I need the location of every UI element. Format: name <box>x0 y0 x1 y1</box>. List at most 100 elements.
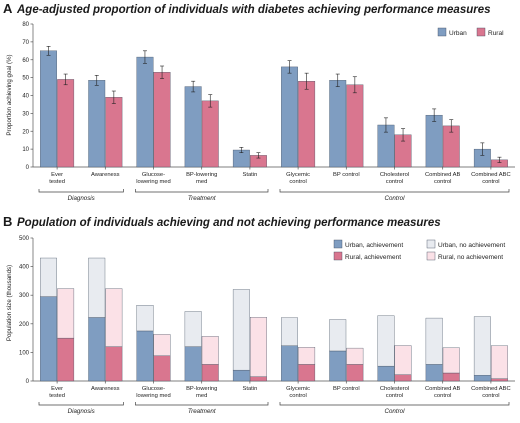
group-label-treatment: Treatment <box>188 408 216 415</box>
y-tick-label: 0 <box>26 165 30 171</box>
panel-a-letter: A <box>3 1 13 16</box>
group-label-diagnosis: Diagnosis <box>68 195 95 202</box>
group-label-control: Control <box>385 408 406 415</box>
panel-a: A Age-adjusted proportion of individuals… <box>3 1 515 202</box>
bracket-control <box>279 402 510 406</box>
group-label-treatment: Treatment <box>188 195 216 202</box>
bar-urban-no-achievement-bp-control <box>329 319 347 352</box>
legend-swatch-rural-achievement <box>333 251 343 261</box>
y-tick-label: 80 <box>22 22 29 28</box>
group-label-control: Control <box>385 195 406 202</box>
category-label-bp-lowering-med: BP-lowering med <box>186 386 217 399</box>
bar-urban-no-achievement-glucose-lowering-med <box>136 305 154 332</box>
bar-rural-bp-lowering-med <box>201 100 219 168</box>
category-label-bp-lowering-med: BP-lowering med <box>186 172 217 185</box>
category-label-glycemic-control: Glycemic control <box>286 386 310 399</box>
bar-urban-achievement-statin <box>232 369 250 382</box>
category-label-cholesterol-control: Cholesterol control <box>380 386 409 399</box>
bar-rural-no-achievement-combined-ab-control <box>442 347 460 374</box>
bar-urban-awareness <box>88 80 106 168</box>
bar-rural-no-achievement-bp-control <box>346 347 364 365</box>
bar-urban-no-achievement-bp-lowering-med <box>184 311 202 347</box>
bar-rural-achievement-cholesterol-control <box>394 374 412 382</box>
y-tick-label: 500 <box>19 236 30 242</box>
y-tick-label: 30 <box>22 111 29 117</box>
bar-urban-no-achievement-glycemic-control <box>281 317 298 346</box>
bracket-control <box>279 189 510 193</box>
panel-a-title: Age-adjusted proportion of individuals w… <box>16 4 491 16</box>
bar-urban-no-achievement-awareness <box>88 257 106 318</box>
bar-urban-ever-tested <box>40 50 57 168</box>
bar-rural-achievement-glycemic-control <box>298 364 316 382</box>
bar-urban-achievement-bp-control <box>329 350 347 382</box>
legend-label-rural: Rural <box>488 30 504 37</box>
panel-a-y-axis-label: Proportion achieving goal (%) <box>6 54 13 135</box>
bar-rural-achievement-combined-ab-control <box>442 372 460 382</box>
category-label-bp-control: BP control <box>333 386 360 392</box>
bar-urban-achievement-glucose-lowering-med <box>136 330 154 382</box>
category-label-glycemic-control: Glycemic control <box>286 172 310 185</box>
bar-rural-bp-control <box>346 84 364 168</box>
category-label-statin: Statin <box>242 386 257 392</box>
panel-b-category-labels: Ever tested Awareness Glucose-lowering med B… <box>49 381 511 399</box>
bar-rural-glycemic-control <box>298 81 316 168</box>
y-tick-label: 60 <box>22 58 29 64</box>
panel-b-letter: B <box>3 214 12 229</box>
category-label-ever-tested: Ever tested <box>49 172 65 185</box>
bar-urban-no-achievement-combined-abc-control <box>473 316 491 376</box>
bracket-diagnosis <box>38 402 124 406</box>
bar-urban-bp-control <box>329 80 347 168</box>
bar-rural-achievement-combined-abc-control <box>491 378 508 382</box>
panel-b-title: Population of individuals achieving and … <box>17 217 441 229</box>
bracket-treatment <box>135 189 269 193</box>
bar-urban-achievement-ever-tested <box>40 296 57 382</box>
bar-urban-achievement-glycemic-control <box>281 345 298 382</box>
legend-label-rural-achievement: Rural, achievement <box>345 254 401 261</box>
bar-urban-no-achievement-statin <box>232 289 250 371</box>
y-tick-label: 50 <box>22 76 29 82</box>
category-label-ever-tested: Ever tested <box>49 386 65 399</box>
bar-urban-bp-lowering-med <box>184 86 202 168</box>
panel-b-legend: Urban, achievement Urban, no achievement R… <box>333 239 505 261</box>
legend-label-urban-achievement: Urban, achievement <box>345 242 403 249</box>
bracket-diagnosis <box>38 189 124 193</box>
y-tick-label: 20 <box>22 129 29 135</box>
y-tick-label: 0 <box>26 379 30 385</box>
category-label-combined-abc-control: Combined ABC control <box>471 386 511 399</box>
bar-urban-combined-ab-control <box>425 114 443 168</box>
bar-urban-no-achievement-combined-ab-control <box>425 317 443 365</box>
bar-rural-glucose-lowering-med <box>153 72 171 168</box>
bar-urban-achievement-combined-ab-control <box>425 364 443 382</box>
category-label-awareness: Awareness <box>91 172 120 178</box>
category-label-combined-ab-control: Combined AB control <box>425 386 461 399</box>
y-tick-label: 400 <box>19 265 30 271</box>
category-label-glucose-lowering-med: Glucose-lowering med <box>136 386 170 399</box>
bar-rural-no-achievement-glucose-lowering-med <box>153 334 171 357</box>
panel-b-bars <box>40 257 508 382</box>
category-label-statin: Statin <box>242 172 257 178</box>
legend-label-rural-no-achievement: Rural, no achievement <box>438 254 503 261</box>
y-tick-label: 300 <box>19 293 30 299</box>
bar-urban-achievement-bp-lowering-med <box>184 346 202 382</box>
bar-urban-achievement-awareness <box>88 317 106 382</box>
panel-a-category-labels: Ever tested Awareness Glucose-lowering med B… <box>49 167 511 185</box>
bar-urban-no-achievement-cholesterol-control <box>377 315 395 367</box>
bar-rural-achievement-ever-tested <box>57 337 75 382</box>
legend-swatch-urban-no-achievement <box>426 239 436 249</box>
bar-rural-achievement-statin <box>250 376 267 382</box>
category-label-cholesterol-control: Cholesterol control <box>380 172 409 185</box>
group-label-diagnosis: Diagnosis <box>68 408 95 415</box>
legend-swatch-rural-no-achievement <box>426 251 436 261</box>
bracket-treatment <box>135 402 269 406</box>
panel-b-y-axis-label: Population size (thousands) <box>6 265 13 341</box>
bar-rural-awareness <box>105 97 123 168</box>
legend-label-urban: Urban <box>449 30 467 37</box>
category-label-bp-control: BP control <box>333 172 360 178</box>
category-label-glucose-lowering-med: Glucose-lowering med <box>136 172 170 185</box>
bar-rural-no-achievement-bp-lowering-med <box>201 336 219 365</box>
legend-swatch-urban-achievement <box>333 239 343 249</box>
category-label-awareness: Awareness <box>91 386 120 392</box>
category-label-combined-abc-control: Combined ABC control <box>471 172 511 185</box>
y-tick-label: 10 <box>22 147 29 153</box>
